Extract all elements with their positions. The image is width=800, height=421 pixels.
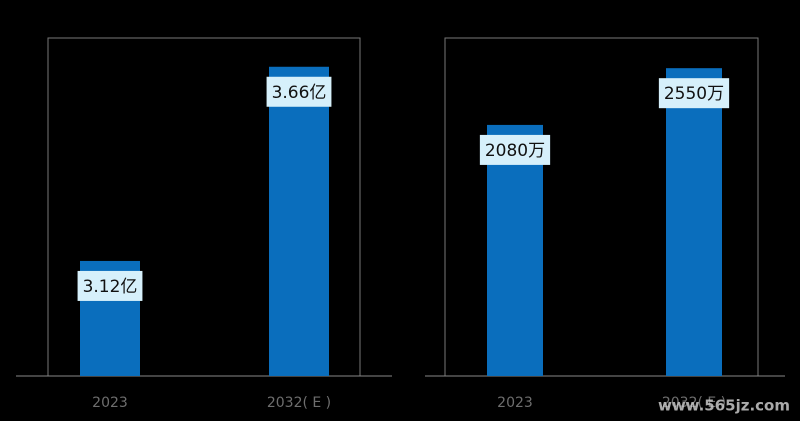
x-tick-label: 2023	[92, 395, 128, 411]
value-label-box	[266, 76, 332, 107]
value-label: 2080万	[485, 141, 545, 161]
x-tick-label: 2023	[497, 395, 533, 411]
x-tick-label: 2032( E )	[267, 395, 331, 411]
value-label-box	[77, 270, 143, 301]
value-label: 3.66亿	[272, 83, 327, 103]
value-label: 3.12亿	[83, 277, 138, 297]
bar	[666, 68, 722, 376]
value-label-box	[479, 134, 551, 165]
value-label: 2550万	[664, 84, 724, 104]
value-label-box	[658, 78, 730, 109]
bar	[269, 66, 329, 376]
bar	[487, 124, 543, 377]
watermark: www.565jz.com	[658, 397, 790, 415]
x-tick-label: 2032( E )	[662, 395, 726, 411]
